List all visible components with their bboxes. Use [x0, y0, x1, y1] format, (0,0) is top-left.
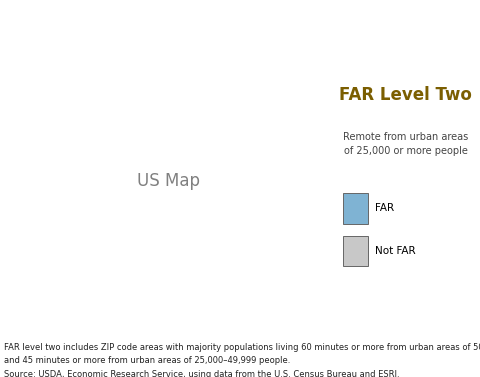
Text: FAR Level Two: FAR Level Two [339, 86, 472, 104]
Text: Frontier and Remote (FAR) ZIP Code areas, 2010: Frontier and Remote (FAR) ZIP Code areas… [4, 9, 325, 22]
Text: and 45 minutes or more from urban areas of 25,000–49,999 people.: and 45 minutes or more from urban areas … [4, 356, 290, 365]
Text: US Map: US Map [136, 172, 200, 190]
Text: Remote from urban areas
of 25,000 or more people: Remote from urban areas of 25,000 or mor… [343, 132, 468, 156]
Text: Source: USDA, Economic Research Service, using data from the U.S. Census Bureau : Source: USDA, Economic Research Service,… [4, 371, 399, 377]
FancyBboxPatch shape [343, 236, 368, 267]
Text: Not FAR: Not FAR [375, 246, 416, 256]
FancyBboxPatch shape [343, 193, 368, 224]
Text: FAR: FAR [375, 204, 394, 213]
Text: FAR level two includes ZIP code areas with majority populations living 60 minute: FAR level two includes ZIP code areas wi… [4, 343, 480, 352]
